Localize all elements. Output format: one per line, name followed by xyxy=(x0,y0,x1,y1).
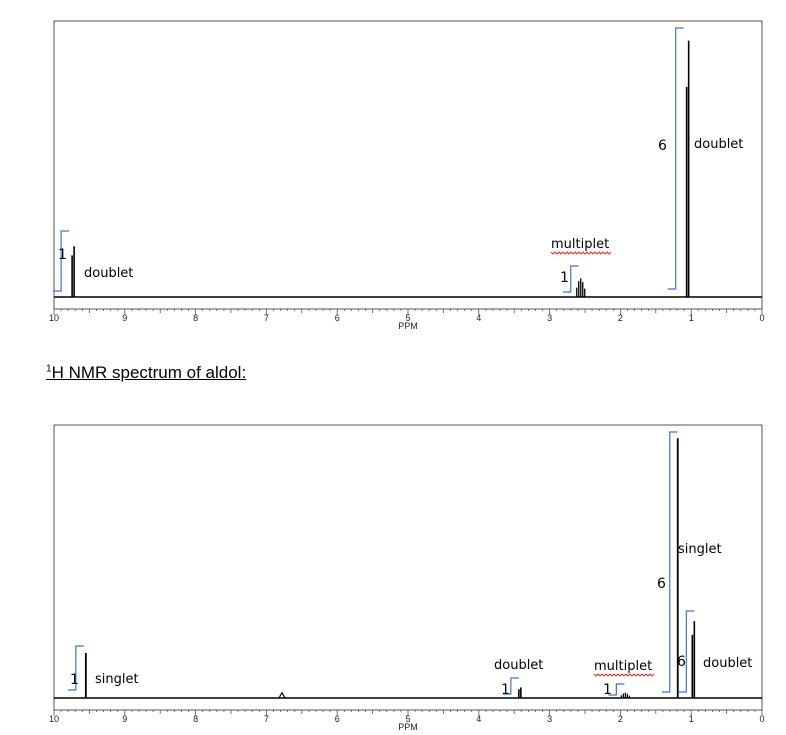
x-tick-label: 0 xyxy=(759,714,764,724)
multiplicity-label: doublet xyxy=(703,656,752,671)
annotation-multiplet: 1 multiplet xyxy=(550,237,612,293)
x-tick-label: 1 xyxy=(689,313,694,323)
x-tick-label: 3 xyxy=(547,313,552,323)
x-tick-label: 5 xyxy=(405,313,410,323)
x-tick-label: 8 xyxy=(193,714,198,724)
integration-bracket xyxy=(678,610,695,693)
multiplicity-label: doublet xyxy=(494,658,543,673)
plot-frame xyxy=(53,424,763,711)
x-tick-label: 2 xyxy=(618,313,623,323)
heading-text: H NMR spectrum of aldol: xyxy=(51,363,247,382)
integration-value: 1 xyxy=(58,247,67,263)
x-tick-label: 4 xyxy=(476,714,481,724)
x-tick-label: 7 xyxy=(264,313,269,323)
x-tick-label: 10 xyxy=(49,714,59,724)
integration-value: 6 xyxy=(657,576,666,592)
x-tick-label: 6 xyxy=(335,313,340,323)
x-tick-label: 8 xyxy=(193,313,198,323)
peak-doublet xyxy=(685,40,690,297)
multiplicity-label: multiplet xyxy=(551,237,609,252)
integration-bracket xyxy=(562,265,579,293)
spellcheck-squiggle xyxy=(593,673,655,677)
integration-value: 1 xyxy=(70,672,79,688)
x-tick-label: 3 xyxy=(547,714,552,724)
peak-singlet xyxy=(278,691,286,699)
x-tick-label: 4 xyxy=(476,313,481,323)
x-axis-title: PPM xyxy=(398,722,418,732)
annotation-doublet: 1 doublet xyxy=(494,658,543,698)
plot-frame xyxy=(53,20,763,310)
multiplicity-label: doublet xyxy=(84,266,133,281)
multiplicity-label: multiplet xyxy=(594,659,652,674)
annotation-doublet: 6 doublet xyxy=(677,610,752,693)
x-axis-title: PPM xyxy=(398,321,418,331)
integration-value: 6 xyxy=(677,654,686,670)
x-tick-label: 6 xyxy=(335,714,340,724)
x-tick-label: 7 xyxy=(264,714,269,724)
annotation-singlet: 6 singlet xyxy=(657,431,722,693)
x-tick-label: 9 xyxy=(122,313,127,323)
x-tick-label: 10 xyxy=(49,313,59,323)
x-tick-label: 9 xyxy=(122,714,127,724)
integration-bracket xyxy=(667,27,684,290)
peak-multiplet xyxy=(620,692,631,698)
annotation-doublet: 1 doublet xyxy=(53,230,133,292)
integration-bracket xyxy=(608,683,625,696)
heading-superscript: 1 xyxy=(46,363,52,375)
spectrum-heading: 1H NMR spectrum of aldol: xyxy=(46,363,246,383)
peak-doublet xyxy=(518,687,522,698)
multiplicity-label: singlet xyxy=(678,542,722,557)
integration-value: 1 xyxy=(560,270,569,286)
integration-bracket xyxy=(67,645,84,691)
x-tick-label: 5 xyxy=(405,714,410,724)
integration-value: 1 xyxy=(603,682,612,698)
integration-bracket xyxy=(53,230,70,292)
peak-multiplet xyxy=(576,278,586,297)
multiplicity-label: singlet xyxy=(95,672,139,687)
spellcheck-squiggle xyxy=(550,251,612,255)
annotation-doublet: 6 doublet xyxy=(658,27,743,290)
peak-doublet xyxy=(691,621,696,698)
integration-bracket xyxy=(502,677,519,695)
integration-value: 6 xyxy=(658,138,667,154)
x-tick-label: 0 xyxy=(759,313,764,323)
x-tick-label: 1 xyxy=(689,714,694,724)
integration-bracket xyxy=(661,431,678,693)
x-tick-label: 2 xyxy=(618,714,623,724)
annotation-multiplet: 1 multiplet xyxy=(593,659,655,698)
multiplicity-label: doublet xyxy=(694,137,743,152)
annotation-singlet: 1 singlet xyxy=(67,645,139,691)
integration-value: 1 xyxy=(501,682,510,698)
peak-doublet xyxy=(71,246,75,297)
peak-line xyxy=(278,691,286,699)
